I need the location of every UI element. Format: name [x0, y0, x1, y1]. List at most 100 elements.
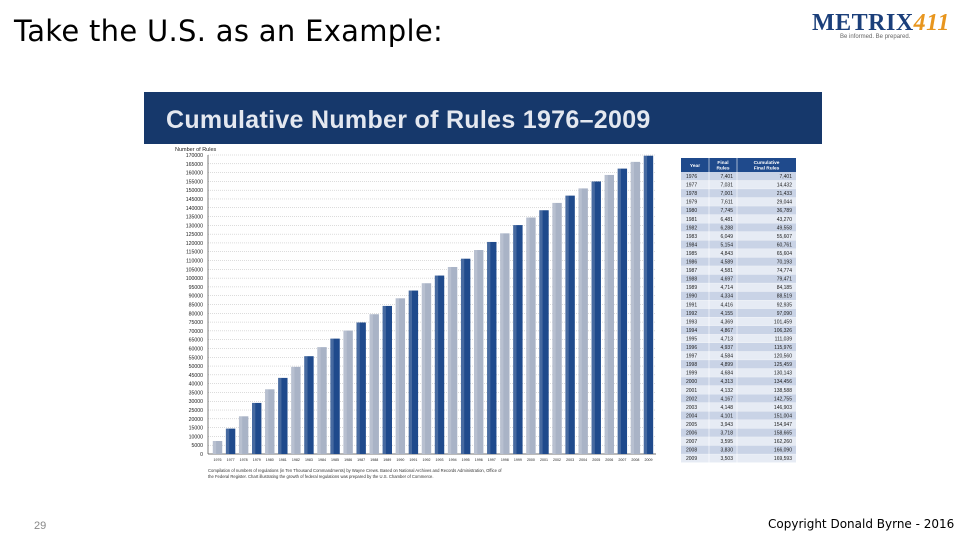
table-cell: 14,432 — [777, 183, 793, 189]
table-cell: 1980 — [686, 208, 697, 214]
table-row — [681, 351, 796, 361]
bar — [526, 217, 536, 454]
bar-highlight — [578, 188, 582, 454]
table-cell: 142,755 — [774, 396, 792, 402]
y-tick-label: 80000 — [189, 311, 204, 317]
table-row — [681, 368, 796, 378]
table-row — [681, 197, 796, 207]
y-axis-label: Number of Rules — [175, 147, 217, 153]
table-header-cell: Final Rules — [716, 160, 729, 172]
bar — [643, 155, 654, 455]
y-tick-label: 130000 — [186, 223, 203, 229]
bar-highlight — [447, 266, 452, 454]
bar — [278, 377, 288, 454]
table-cell: 1996 — [686, 345, 697, 351]
x-tick-label: 2002 — [553, 458, 561, 462]
table-cell: 151,004 — [774, 413, 792, 419]
bar-highlight — [630, 161, 635, 454]
table-row — [681, 172, 796, 181]
y-tick-label: 110000 — [186, 259, 203, 265]
table-cell: 2006 — [686, 431, 697, 437]
table-cell: 1978 — [686, 191, 697, 197]
bar-highlight — [265, 389, 269, 454]
x-tick-label: 1993 — [436, 458, 444, 462]
y-tick-label: 100000 — [186, 276, 203, 282]
y-tick-label: 150000 — [186, 188, 203, 194]
y-tick-label: 155000 — [186, 179, 203, 185]
table-cell: 4,714 — [720, 285, 733, 291]
table-cell: 70,193 — [777, 260, 793, 266]
y-tick-label: 105000 — [186, 267, 203, 273]
bar — [265, 389, 275, 454]
bar — [604, 174, 614, 454]
table-cell: 1986 — [686, 260, 697, 266]
chart-banner: Cumulative Number of Rules 1976–2009 — [144, 92, 822, 144]
table-row — [681, 394, 796, 403]
table-cell: 5,154 — [720, 242, 733, 248]
x-tick-label: 1994 — [449, 458, 457, 462]
table-header-bg — [681, 158, 796, 172]
table-row — [681, 206, 796, 215]
table-cell: 7,031 — [720, 183, 733, 189]
bar-highlight — [552, 202, 556, 454]
chart-svg: Number of Rules 0 5000 10000 15000 20000 25000… — [175, 147, 796, 479]
bar — [382, 305, 392, 454]
table-cell: 97,090 — [777, 311, 793, 317]
table-cell: 169,593 — [774, 456, 792, 462]
table-cell: 1981 — [686, 217, 697, 223]
y-tick-label: 75000 — [189, 320, 204, 326]
bar-highlight — [460, 258, 465, 454]
table-cell: 49,558 — [777, 225, 793, 231]
table-cell: 2005 — [686, 422, 697, 428]
bar — [460, 258, 471, 454]
x-tick-label: 1999 — [514, 458, 522, 462]
bar-highlight — [212, 440, 217, 454]
bar — [474, 250, 484, 454]
x-tick-label: 1997 — [488, 458, 496, 462]
y-tick-label: 50000 — [189, 364, 204, 370]
table-row — [681, 189, 796, 198]
table-cell: 43,270 — [777, 217, 793, 223]
table-cell: 158,665 — [774, 431, 792, 437]
bar-highlight — [369, 314, 373, 454]
table-cell: 120,560 — [774, 354, 792, 360]
table-row — [681, 214, 796, 224]
table-cell: 1998 — [686, 362, 697, 368]
table-cell: 4,697 — [720, 277, 733, 283]
bar-highlight — [643, 155, 648, 455]
table-cell: 4,899 — [720, 362, 733, 368]
table-row — [681, 317, 796, 326]
table-cell: 29,044 — [777, 200, 793, 206]
x-tick-label: 1989 — [383, 458, 391, 462]
x-tick-label: 1998 — [501, 458, 509, 462]
table-cell: 4,148 — [720, 405, 733, 411]
table-row — [681, 248, 796, 258]
bar — [291, 366, 301, 454]
table-cell: 1997 — [686, 354, 697, 360]
table-cell: 79,471 — [777, 277, 793, 283]
table-cell: 7,001 — [720, 191, 733, 197]
table-cell: 4,313 — [720, 379, 733, 385]
table-row — [681, 334, 796, 343]
table-cell: 2008 — [686, 448, 697, 454]
bar-highlight — [539, 210, 543, 454]
y-tick-label: 90000 — [189, 294, 204, 300]
table-cell: 6,481 — [720, 217, 733, 223]
bar — [565, 195, 575, 455]
x-tick-label: 1986 — [344, 458, 352, 462]
table-cell: 4,584 — [720, 354, 733, 360]
table-cell: 2004 — [686, 413, 697, 419]
chart-title: Cumulative Number of Rules 1976–2009 — [166, 106, 651, 134]
y-tick-label: 10000 — [189, 434, 204, 440]
y-tick-label: 45000 — [189, 373, 204, 379]
table-cell: 115,976 — [774, 345, 792, 351]
table-cell: 101,459 — [774, 319, 792, 325]
table-cell: 7,611 — [721, 200, 733, 206]
bar-highlight — [304, 356, 308, 454]
table-cell: 7,401 — [720, 174, 733, 180]
bar — [591, 181, 601, 454]
bar — [304, 356, 314, 454]
table-cell: 4,867 — [720, 328, 733, 334]
table-row — [681, 454, 796, 463]
bar-highlight — [356, 322, 360, 454]
